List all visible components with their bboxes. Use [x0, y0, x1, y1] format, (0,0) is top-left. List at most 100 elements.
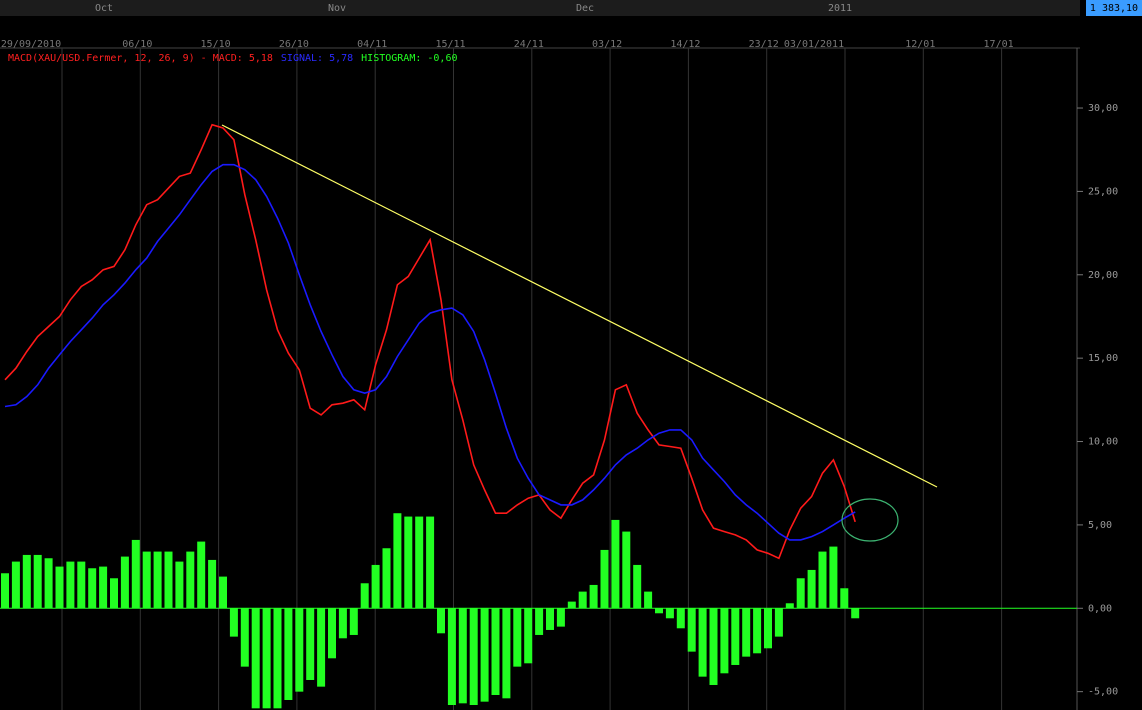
histogram-bar [458, 608, 467, 704]
histogram-bar [251, 608, 260, 709]
histogram-bar [785, 603, 794, 609]
histogram-bar [338, 608, 347, 639]
date-label: 17/01 [984, 39, 1014, 50]
histogram-bar [317, 608, 326, 687]
histogram-bar [240, 608, 249, 667]
histogram-bar [328, 608, 336, 659]
highlight-ellipse [841, 498, 899, 542]
date-label: 29/09/2010 [1, 39, 61, 50]
y-tick-label: 20,00 [1088, 270, 1118, 281]
date-label: 15/10 [201, 39, 231, 50]
histogram-bar [404, 516, 413, 609]
histogram-bar [99, 566, 108, 609]
histogram-bar [535, 608, 544, 635]
histogram-bar [524, 608, 533, 664]
y-tick-label: 0,00 [1088, 603, 1112, 614]
date-label: 24/11 [514, 39, 544, 50]
legend-entry: MACD(XAU/USD.Fermer, 12, 26, 9) - MACD: … [8, 53, 273, 64]
histogram-bar [469, 608, 478, 705]
histogram-bar [480, 608, 489, 702]
histogram-bar [600, 549, 609, 609]
histogram-bar [676, 608, 685, 629]
histogram-bar [567, 601, 576, 609]
histogram-bar [208, 559, 217, 609]
histogram-bar [11, 561, 20, 609]
histogram-bar [382, 548, 391, 609]
histogram-bar [611, 519, 620, 609]
histogram-bar [491, 608, 500, 695]
histogram-bar [829, 546, 838, 609]
histogram-bar [120, 556, 129, 609]
histogram-bar [665, 608, 674, 619]
histogram-bar [229, 608, 238, 637]
histogram-bar [840, 588, 849, 609]
histogram-bar [153, 551, 162, 609]
date-label: 03/01/2011 [784, 39, 844, 50]
histogram-bar [698, 608, 707, 677]
histogram-bar [633, 564, 642, 609]
date-label: 15/11 [435, 39, 465, 50]
histogram-bar [110, 578, 118, 609]
histogram-bar [426, 516, 435, 609]
histogram-bar [546, 608, 554, 630]
histogram-bar [77, 561, 86, 609]
histogram-bar [556, 608, 565, 627]
histogram-bar [513, 608, 522, 667]
date-label: 23/12 [749, 39, 779, 50]
histogram-bar [709, 608, 718, 685]
price-label: 1 383,10 [1090, 3, 1138, 14]
histogram-bar [88, 568, 97, 609]
date-label: 26/10 [279, 39, 309, 50]
histogram-bar [349, 608, 358, 635]
date-label: 04/11 [357, 39, 387, 50]
y-tick-label: 30,00 [1088, 103, 1118, 114]
histogram-bar [44, 558, 53, 609]
histogram-bar [415, 516, 424, 609]
histogram-bar [818, 551, 827, 609]
histogram-bar [644, 591, 653, 609]
month-label: 2011 [828, 3, 852, 14]
histogram-bar [796, 578, 805, 609]
date-label: 03/12 [592, 39, 622, 50]
histogram-bar [262, 608, 271, 709]
month-label: Dec [576, 3, 594, 14]
histogram-bar [589, 584, 598, 609]
histogram-bar [306, 608, 315, 680]
histogram-bar [66, 561, 75, 609]
histogram-bar [273, 608, 282, 709]
date-label: 12/01 [905, 39, 935, 50]
histogram-bar [807, 569, 816, 609]
histogram-bar [131, 539, 140, 609]
histogram-bar [371, 564, 380, 609]
histogram-bar [851, 608, 860, 619]
histogram-bar [360, 583, 369, 609]
histogram-bar [742, 608, 751, 657]
histogram-bar [687, 608, 696, 652]
histogram-bar [33, 554, 42, 609]
signal-line [4, 163, 856, 541]
histogram-bar [142, 551, 151, 609]
y-tick-label: 5,00 [1088, 520, 1112, 531]
histogram-bar [55, 566, 64, 609]
histogram-bar [197, 541, 206, 609]
histogram-bar [502, 608, 511, 699]
histogram-bar [764, 608, 772, 649]
histogram-bar [437, 608, 445, 634]
header-strip [0, 0, 1080, 16]
histogram-bar [284, 608, 293, 700]
histogram-bar [447, 608, 456, 705]
y-tick-label: -5,00 [1088, 687, 1118, 698]
month-label: Nov [328, 3, 346, 14]
histogram-bar [295, 608, 304, 692]
histogram-bar [578, 591, 587, 609]
date-label: 06/10 [122, 39, 152, 50]
y-tick-label: 25,00 [1088, 186, 1118, 197]
legend-entry: SIGNAL: 5,78 [281, 53, 353, 64]
histogram-bar [164, 551, 173, 609]
legend-entry: HISTOGRAM: -0,60 [361, 53, 457, 64]
y-tick-label: 10,00 [1088, 437, 1118, 448]
histogram-bar [186, 551, 195, 609]
trendline [221, 124, 938, 488]
